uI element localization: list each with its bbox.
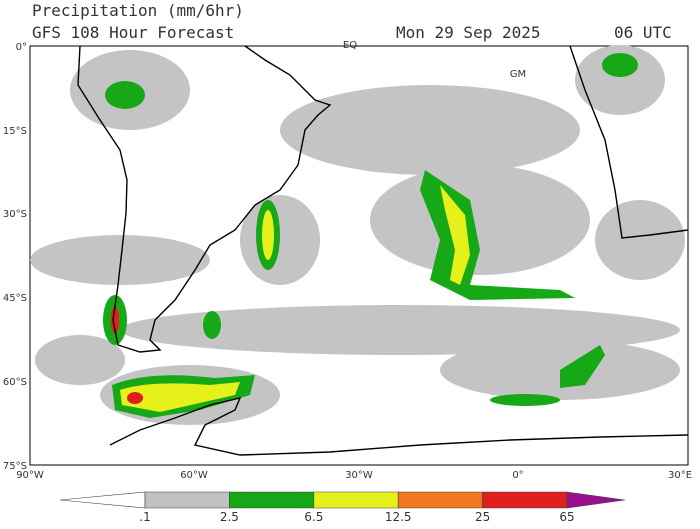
legend-label: 6.5 bbox=[304, 510, 323, 524]
precip-light bbox=[30, 45, 685, 425]
legend-swatch bbox=[313, 491, 399, 509]
coastlines bbox=[77, 45, 689, 456]
lon-label: 30°W bbox=[345, 470, 373, 481]
date: Mon 29 Sep 2025 bbox=[396, 23, 541, 42]
legend-label: 12.5 bbox=[385, 510, 412, 524]
lon-labels: 90°W 60°W 30°W 0° 30°E bbox=[16, 470, 692, 481]
legend-swatch bbox=[59, 491, 146, 509]
map-area: EQ GM bbox=[29, 40, 689, 466]
legend-label: 25 bbox=[475, 510, 490, 524]
legend-label: 65 bbox=[559, 510, 574, 524]
legend-swatch bbox=[482, 491, 568, 509]
lon-label: 0° bbox=[512, 470, 523, 481]
lat-label: 15°S bbox=[3, 126, 27, 137]
lat-label: 45°S bbox=[3, 293, 27, 304]
time: 06 UTC bbox=[614, 23, 672, 42]
annotation: EQ bbox=[343, 40, 357, 51]
annotation: GM bbox=[510, 69, 526, 80]
legend-swatch bbox=[566, 491, 626, 509]
legend-swatch bbox=[397, 491, 483, 509]
title: Precipitation (mm/6hr) bbox=[32, 1, 244, 20]
lat-label: 0° bbox=[16, 42, 27, 53]
lon-label: 60°W bbox=[180, 470, 208, 481]
color-legend: .1 2.5 6.5 12.5 25 65 bbox=[59, 491, 626, 524]
legend-label: 2.5 bbox=[220, 510, 239, 524]
lon-label: 90°W bbox=[16, 470, 44, 481]
legend-swatch bbox=[144, 491, 230, 509]
legend-swatch bbox=[229, 491, 315, 509]
lat-label: 60°S bbox=[3, 377, 27, 388]
subtitle: GFS 108 Hour Forecast bbox=[32, 23, 234, 42]
legend-label: .1 bbox=[139, 510, 150, 524]
lon-label: 30°E bbox=[668, 470, 692, 481]
lat-label: 75°S bbox=[3, 461, 27, 472]
lat-label: 30°S bbox=[3, 209, 27, 220]
lat-labels: 0° 15°S 30°S 45°S 60°S 75°S bbox=[3, 42, 27, 472]
precip-heavy bbox=[103, 53, 638, 418]
